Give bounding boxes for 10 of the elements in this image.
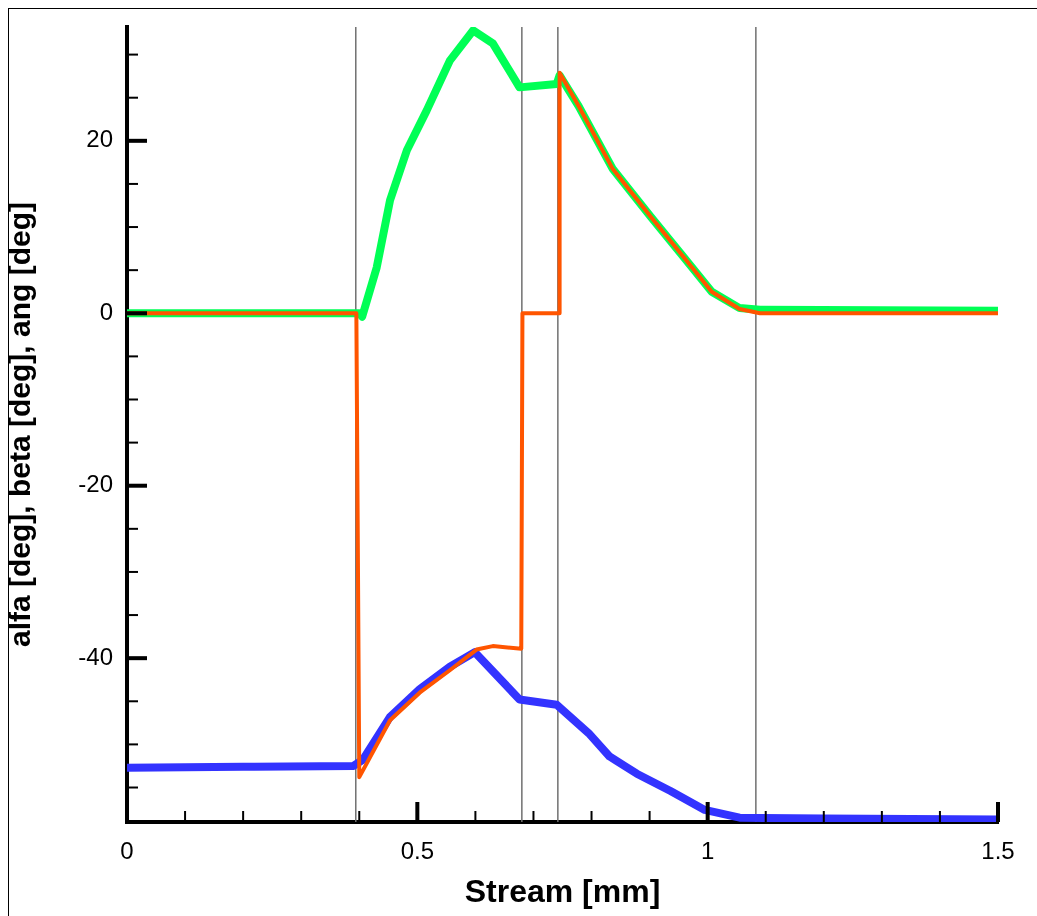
y-tick-label: -20 <box>78 470 113 498</box>
y-tick-label: 0 <box>99 297 113 325</box>
x-tick-label: 1.5 <box>981 837 1015 865</box>
y-tick-label: 20 <box>86 125 113 153</box>
x-axis-title: Stream [mm] <box>464 872 661 909</box>
y-tick-label: -40 <box>78 642 113 670</box>
y-axis-title: alfa [deg], beta [deg], ang [deg] <box>3 201 37 648</box>
x-tick-label: 0 <box>120 837 134 865</box>
x-tick-label: 0.5 <box>400 837 435 865</box>
x-tick-label: 1 <box>700 837 715 865</box>
